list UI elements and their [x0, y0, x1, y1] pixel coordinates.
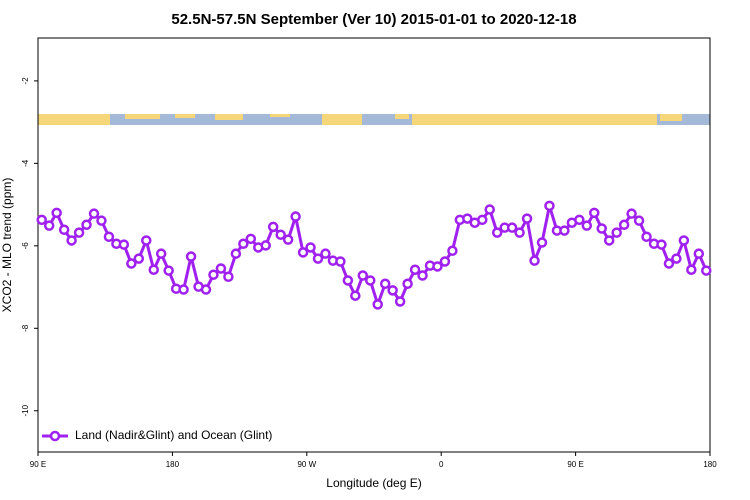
data-point: [686, 264, 697, 275]
data-point: [335, 256, 346, 267]
data-point: [536, 237, 548, 248]
data-point: [626, 208, 637, 219]
data-point: [133, 253, 145, 264]
data-point: [581, 220, 593, 231]
data-point: [155, 248, 167, 259]
data-point: [215, 263, 227, 274]
x-tick-label: 180: [703, 460, 717, 469]
data-point: [417, 270, 428, 281]
data-point: [633, 215, 645, 226]
data-point: [641, 231, 652, 243]
data-point: [544, 200, 555, 212]
data-point: [96, 215, 107, 226]
y-tick-label: -4: [21, 159, 30, 167]
data-point: [223, 271, 234, 283]
data-point: [447, 245, 458, 257]
data-point: [148, 264, 159, 275]
x-tick-label: 90 W: [297, 460, 316, 469]
y-tick-label: -8: [21, 324, 30, 332]
data-point: [596, 223, 607, 234]
data-point: [491, 227, 503, 238]
data-point: [656, 239, 667, 250]
data-point: [163, 265, 174, 276]
data-point: [462, 213, 473, 224]
data-point: [88, 208, 100, 219]
land-ocean-strip: [38, 114, 710, 125]
data-point: [51, 207, 62, 219]
data-point: [379, 278, 391, 290]
data-point: [66, 235, 77, 246]
data-point: [282, 234, 294, 245]
data-point: [267, 221, 279, 233]
x-tick-label: 180: [166, 460, 180, 469]
data-point: [506, 222, 518, 233]
data-point: [178, 284, 189, 295]
data-point: [312, 253, 324, 264]
data-point: [589, 207, 600, 219]
data-point: [260, 240, 271, 251]
chart-title: 52.5N-57.5N September (Ver 10) 2015-01-0…: [171, 11, 576, 28]
data-point: [305, 242, 316, 253]
legend-marker: [49, 430, 61, 442]
data-point: [671, 253, 682, 264]
data-point: [103, 231, 115, 243]
data-point: [208, 269, 219, 280]
data-point: [693, 248, 705, 259]
data-point: [290, 211, 301, 222]
data-point: [43, 220, 55, 231]
x-tick-label: 90 E: [30, 460, 46, 469]
data-point: [678, 235, 690, 246]
data-point: [230, 248, 242, 259]
data-point: [36, 214, 47, 226]
data-point: [484, 204, 495, 215]
x-tick-label: 90 E: [567, 460, 583, 469]
data-point: [126, 258, 137, 269]
data-point: [73, 227, 85, 238]
data-point: [342, 275, 354, 286]
data-point: [357, 270, 369, 281]
data-point: [663, 258, 675, 269]
data-point: [275, 229, 286, 240]
y-tick-label: -10: [21, 404, 30, 416]
data-point: [402, 278, 413, 290]
data-point: [238, 238, 249, 250]
data-point: [141, 235, 152, 246]
legend-label: Land (Nadir&Glint) and Ocean (Glint): [75, 428, 272, 442]
data-point: [372, 299, 383, 310]
data-point: [320, 248, 331, 259]
x-axis-label: Longitude (deg E): [326, 476, 421, 490]
x-tick-label: 0: [439, 460, 444, 469]
y-tick-label: -6: [21, 242, 30, 250]
y-tick-label: -2: [21, 77, 30, 85]
data-point: [701, 265, 712, 276]
data-point: [394, 296, 406, 307]
data-point: [387, 285, 398, 296]
data-point: [559, 225, 570, 236]
data-point: [477, 214, 488, 226]
data-point: [297, 247, 309, 258]
data-point: [521, 213, 533, 224]
data-point: [118, 239, 130, 250]
plot-frame: [37, 37, 711, 453]
data-point: [529, 255, 540, 266]
data-point: [439, 256, 451, 267]
data-point: [365, 275, 376, 286]
data-point: [514, 227, 525, 238]
data-point: [409, 264, 421, 275]
data-point: [350, 290, 361, 301]
data-point: [611, 227, 622, 238]
data-point: [58, 224, 70, 235]
data-point: [200, 284, 212, 295]
data-point: [185, 251, 197, 262]
data-point: [245, 233, 257, 245]
data-point: [574, 214, 585, 226]
y-axis-label: XCO2 - MLO trend (ppm): [0, 178, 14, 313]
data-point: [618, 219, 630, 231]
data-point: [432, 261, 443, 272]
data-point: [81, 219, 92, 231]
data-point: [603, 235, 615, 246]
